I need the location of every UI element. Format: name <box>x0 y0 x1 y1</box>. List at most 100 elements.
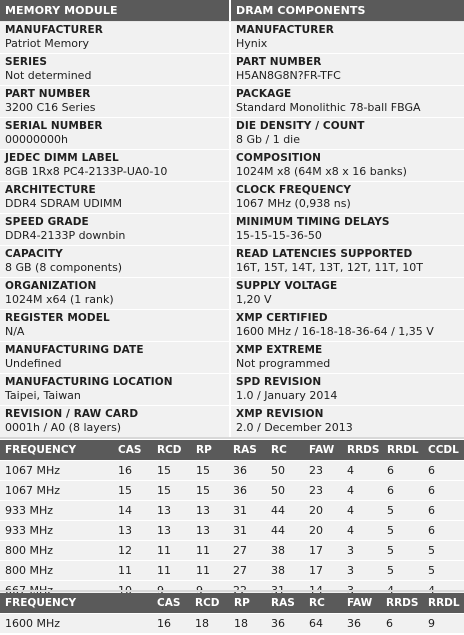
dram-field: XMP CERTIFIED 1600 MHz / 16-18-18-36-64 /… <box>231 310 464 342</box>
table-cell: 1600 MHz <box>0 613 152 633</box>
table-cell: 20 <box>304 520 342 541</box>
table-cell: 36 <box>228 480 266 501</box>
module-field: ORGANIZATION 1024M x64 (1 rank) <box>0 278 231 310</box>
column-header: FREQUENCY <box>0 440 113 461</box>
table-cell: 23 <box>304 460 342 481</box>
info-row: JEDEC DIMM LABEL 8GB 1Rx8 PC4-2133P-UA0-1… <box>0 150 464 182</box>
field-label: XMP REVISION <box>236 408 324 420</box>
field-value: H5AN8G8N?FR-TFC <box>236 69 341 82</box>
field-value: 1,20 V <box>236 293 272 306</box>
field-label: SPEED GRADE <box>5 216 89 228</box>
table-cell: 36 <box>266 613 304 633</box>
table-cell: 18 <box>229 613 266 633</box>
field-label: ORGANIZATION <box>5 280 97 292</box>
table-cell: 15 <box>152 460 191 481</box>
column-header: CCDL <box>423 440 464 461</box>
module-field: CAPACITY 8 GB (8 components) <box>0 246 231 278</box>
column-header: FAW <box>304 440 342 461</box>
table-cell: 11 <box>191 540 228 561</box>
column-header: FREQUENCY <box>0 593 152 614</box>
table-cell: 6 <box>382 480 423 501</box>
column-header: RRDL <box>382 440 423 461</box>
table-cell: 5 <box>382 520 423 541</box>
field-label: REGISTER MODEL <box>5 312 110 324</box>
field-label: READ LATENCIES SUPPORTED <box>236 248 413 260</box>
field-label: REVISION / RAW CARD <box>5 408 139 420</box>
column-header: RRDS <box>342 440 382 461</box>
table-cell: 50 <box>266 480 304 501</box>
module-field: REGISTER MODEL N/A <box>0 310 231 342</box>
table-cell: 38 <box>266 540 304 561</box>
dram-field: MANUFACTURER Hynix <box>231 22 464 54</box>
field-label: PART NUMBER <box>5 88 91 100</box>
field-label: MANUFACTURER <box>5 24 103 36</box>
table-cell: 933 MHz <box>0 520 113 541</box>
info-row: REGISTER MODEL N/A XMP CERTIFIED 1600 MHz /… <box>0 310 464 342</box>
field-value: Standard Monolithic 78-ball FBGA <box>236 101 421 114</box>
field-label: XMP CERTIFIED <box>236 312 328 324</box>
table-cell: 31 <box>228 520 266 541</box>
table-cell: 3 <box>342 540 382 561</box>
table-cell: 36 <box>228 460 266 481</box>
info-row: MANUFACTURING LOCATION Taipei, Taiwan SPD … <box>0 374 464 406</box>
table-cell: 27 <box>228 540 266 561</box>
info-row: PART NUMBER 3200 C16 Series PACKAGE Standar… <box>0 86 464 118</box>
field-label: PART NUMBER <box>236 56 322 68</box>
module-field: MANUFACTURING DATE Undefined <box>0 342 231 374</box>
xmp-timings-body: 1600 MHz 16 18 18 36 64 36 6 9 <box>0 613 464 633</box>
field-label: JEDEC DIMM LABEL <box>5 152 119 164</box>
column-header: RAS <box>266 593 304 614</box>
module-field: SPEED GRADE DDR4-2133P downbin <box>0 214 231 246</box>
table-cell: 11 <box>152 540 191 561</box>
xmp-timings-header-row: FREQUENCY CAS RCD RP RAS RC FAW RRDS RRDL <box>0 593 464 614</box>
field-value: 2.0 / December 2013 <box>236 421 353 434</box>
table-cell: 6 <box>381 613 423 633</box>
info-row: SERIES Not determined PART NUMBER H5AN8G8N?… <box>0 54 464 86</box>
field-label: SUPPLY VOLTAGE <box>236 280 338 292</box>
field-value: Taipei, Taiwan <box>5 389 81 402</box>
table-cell: 38 <box>266 560 304 581</box>
table-cell: 16 <box>113 460 152 481</box>
table-cell: 20 <box>304 500 342 521</box>
table-cell: 64 <box>304 613 342 633</box>
field-value: 00000000h <box>5 133 68 146</box>
module-field: MANUFACTURING LOCATION Taipei, Taiwan <box>0 374 231 406</box>
field-value: 1.0 / January 2014 <box>236 389 338 402</box>
column-header: RRDL <box>423 593 464 614</box>
jedec-timings-table: FREQUENCY CAS RCD RP RAS RC FAW RRDS RRDL CCDL 10… <box>0 440 464 600</box>
jedec-timings-header-row: FREQUENCY CAS RCD RP RAS RC FAW RRDS RRDL CCDL <box>0 440 464 461</box>
field-label: SERIAL NUMBER <box>5 120 103 132</box>
table-row: 1067 MHz 15 15 15 36 50 23 4 6 6 <box>0 480 464 501</box>
table-cell: 14 <box>113 500 152 521</box>
info-row: SERIAL NUMBER 00000000h DIE DENSITY / COUN… <box>0 118 464 150</box>
module-field: SERIAL NUMBER 00000000h <box>0 118 231 150</box>
dram-field: PACKAGE Standard Monolithic 78-ball FBGA <box>231 86 464 118</box>
field-value: DDR4-2133P downbin <box>5 229 126 242</box>
table-cell: 9 <box>423 613 464 633</box>
field-label: CAPACITY <box>5 248 63 260</box>
table-cell: 17 <box>304 540 342 561</box>
table-cell: 4 <box>342 500 382 521</box>
field-value: Hynix <box>236 37 268 50</box>
column-header: RC <box>304 593 342 614</box>
table-cell: 933 MHz <box>0 500 113 521</box>
field-value: 1600 MHz / 16-18-18-36-64 / 1,35 V <box>236 325 434 338</box>
field-label: SPD REVISION <box>236 376 322 388</box>
table-cell: 6 <box>382 460 423 481</box>
table-cell: 31 <box>228 500 266 521</box>
table-cell: 800 MHz <box>0 560 113 581</box>
table-cell: 4 <box>342 460 382 481</box>
field-value: 0001h / A0 (8 layers) <box>5 421 122 434</box>
table-cell: 27 <box>228 560 266 581</box>
module-info-panel: MEMORY MODULE DRAM COMPONENTS MANUFACTUR… <box>0 0 464 438</box>
info-rows: MANUFACTURER Patriot Memory MANUFACTURER Hy… <box>0 22 464 438</box>
dram-field: CLOCK FREQUENCY 1067 MHz (0,938 ns) <box>231 182 464 214</box>
table-cell: 12 <box>113 540 152 561</box>
table-cell: 6 <box>423 520 464 541</box>
field-value: 16T, 15T, 14T, 13T, 12T, 11T, 10T <box>236 261 423 274</box>
memory-module-header: MEMORY MODULE <box>0 0 231 21</box>
section-divider <box>0 437 464 439</box>
table-cell: 36 <box>342 613 381 633</box>
info-row: REVISION / RAW CARD 0001h / A0 (8 layers)… <box>0 406 464 438</box>
xmp-timings-table: FREQUENCY CAS RCD RP RAS RC FAW RRDS RRDL 1600 M… <box>0 593 464 633</box>
